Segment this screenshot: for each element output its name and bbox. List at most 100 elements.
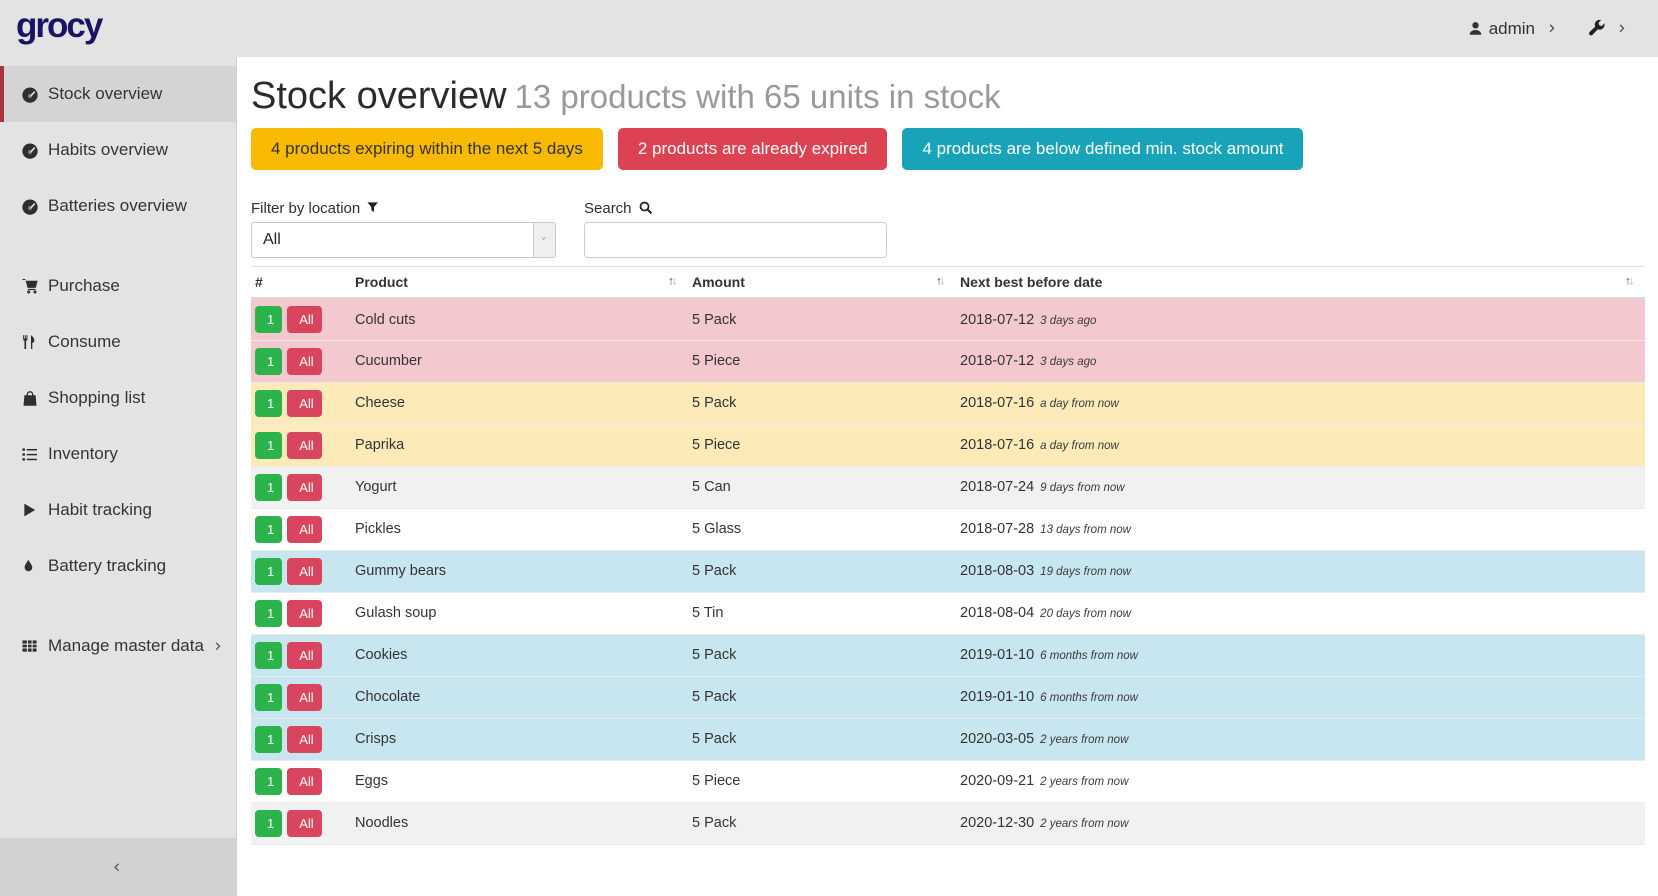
consume-one-button[interactable]: 1 xyxy=(255,641,283,669)
consume-one-button[interactable]: 1 xyxy=(255,347,283,375)
main-content: Stock overview 13 products with 65 units … xyxy=(237,57,1658,896)
best-before-cell: 2020-09-21 2 years from now xyxy=(956,760,1645,803)
row-actions-cell: 1 All xyxy=(251,424,351,467)
sort-icon xyxy=(937,275,948,289)
status-badge-2[interactable]: 4 products are below defined min. stock … xyxy=(902,128,1304,171)
status-badge-1[interactable]: 2 products are already expired xyxy=(617,128,888,171)
column-header-amount[interactable]: Amount xyxy=(688,266,956,300)
page-subtitle: 13 products with 65 units in stock xyxy=(514,78,1001,115)
table-row: 1 All Cookies 5 Pack 2019-01-10 6 months … xyxy=(251,634,1645,677)
amount-cell: 5 Piece xyxy=(688,340,956,383)
consume-all-button[interactable]: All xyxy=(287,431,322,459)
amount-cell: 5 Pack xyxy=(688,298,956,341)
sidebar-collapse-button[interactable] xyxy=(0,838,236,896)
topbar-menu: admin xyxy=(1468,19,1632,39)
best-before-cell: 2020-03-05 2 years from now xyxy=(956,718,1645,761)
consume-all-button[interactable]: All xyxy=(287,473,322,501)
filter-icon xyxy=(367,202,380,215)
chevron-right-icon xyxy=(215,640,224,653)
product-name-cell: Yogurt xyxy=(351,466,688,509)
sidebar-item-purchase[interactable]: Purchase xyxy=(0,258,236,314)
consume-all-button[interactable]: All xyxy=(287,389,322,417)
consume-one-button[interactable]: 1 xyxy=(255,306,283,334)
chevron-down-icon xyxy=(533,223,555,258)
row-actions-cell: 1 All xyxy=(251,340,351,383)
sidebar-item-stock-overview[interactable]: Stock overview xyxy=(0,66,236,122)
bag-icon xyxy=(20,390,39,407)
consume-one-button[interactable]: 1 xyxy=(255,557,283,585)
consume-all-button[interactable]: All xyxy=(287,767,322,795)
product-name-cell: Cold cuts xyxy=(351,298,688,341)
product-name-cell: Gulash soup xyxy=(351,592,688,635)
user-name: admin xyxy=(1488,18,1535,38)
product-name-cell: Chocolate xyxy=(351,676,688,719)
sidebar-item-shopping-list[interactable]: Shopping list xyxy=(0,370,236,426)
table-row: 1 All Noodles 5 Pack 2020-12-30 2 years f… xyxy=(251,802,1645,845)
consume-all-button[interactable]: All xyxy=(287,809,322,837)
sidebar-item-habits-overview[interactable]: Habits overview xyxy=(0,122,236,178)
best-before-cell: 2018-07-16 a day from now xyxy=(956,382,1645,425)
consume-all-button[interactable]: All xyxy=(287,641,322,669)
table-row: 1 All Paprika 5 Piece 2018-07-16 a day fr… xyxy=(251,424,1645,467)
sidebar-item-battery-tracking[interactable]: Battery tracking xyxy=(0,538,236,594)
product-name-cell: Cheese xyxy=(351,382,688,425)
table-row: 1 All Gulash soup 5 Tin 2018-08-04 20 day… xyxy=(251,592,1645,635)
status-badges: 4 products expiring within the next 5 da… xyxy=(251,128,1645,171)
consume-all-button[interactable]: All xyxy=(287,599,322,627)
row-actions-cell: 1 All xyxy=(251,802,351,845)
settings-menu-chevron-icon[interactable] xyxy=(1619,22,1628,35)
search-label: Search xyxy=(584,198,887,218)
status-badge-0[interactable]: 4 products expiring within the next 5 da… xyxy=(251,128,603,171)
page-title-text: Stock overview xyxy=(251,75,507,117)
amount-cell: 5 Pack xyxy=(688,382,956,425)
table-row: 1 All Cold cuts 5 Pack 2018-07-12 3 days … xyxy=(251,298,1645,341)
play-icon xyxy=(20,502,39,518)
column-header-product[interactable]: Product xyxy=(351,266,688,300)
column-header-number[interactable]: # xyxy=(251,266,351,300)
user-menu[interactable]: admin xyxy=(1468,19,1535,39)
consume-all-button[interactable]: All xyxy=(287,725,322,753)
consume-all-button[interactable]: All xyxy=(287,515,322,543)
consume-all-button[interactable]: All xyxy=(287,347,322,375)
consume-one-button[interactable]: 1 xyxy=(255,683,283,711)
consume-all-button[interactable]: All xyxy=(287,683,322,711)
row-actions-cell: 1 All xyxy=(251,592,351,635)
app-logo[interactable]: grocy xyxy=(16,6,103,45)
location-select[interactable]: All xyxy=(251,222,556,259)
consume-one-button[interactable]: 1 xyxy=(255,809,283,837)
best-before-cell: 2020-12-30 2 years from now xyxy=(956,802,1645,845)
consume-all-button[interactable]: All xyxy=(287,557,322,585)
consume-all-button[interactable]: All xyxy=(287,306,322,334)
search-input[interactable] xyxy=(584,222,887,259)
sidebar-item-manage-master-data[interactable]: Manage master data xyxy=(0,618,236,674)
table-row: 1 All Eggs 5 Piece 2020-09-21 2 years fro… xyxy=(251,760,1645,803)
consume-one-button[interactable]: 1 xyxy=(255,431,283,459)
consume-one-button[interactable]: 1 xyxy=(255,767,283,795)
row-actions-cell: 1 All xyxy=(251,508,351,551)
sidebar-item-batteries-overview[interactable]: Batteries overview xyxy=(0,178,236,234)
consume-one-button[interactable]: 1 xyxy=(255,515,283,543)
sidebar-item-consume[interactable]: Consume xyxy=(0,314,236,370)
sidebar-item-habit-tracking[interactable]: Habit tracking xyxy=(0,482,236,538)
amount-cell: 5 Glass xyxy=(688,508,956,551)
user-icon xyxy=(1468,21,1483,36)
user-menu-chevron-icon[interactable] xyxy=(1549,22,1558,35)
column-header-date[interactable]: Next best before date xyxy=(956,266,1645,300)
sidebar-item-inventory[interactable]: Inventory xyxy=(0,426,236,482)
consume-one-button[interactable]: 1 xyxy=(255,473,283,501)
cart-icon xyxy=(20,278,39,294)
settings-wrench-icon[interactable] xyxy=(1588,20,1605,37)
product-name-cell: Paprika xyxy=(351,424,688,467)
product-name-cell: Crisps xyxy=(351,718,688,761)
tachometer-icon xyxy=(20,142,39,159)
amount-cell: 5 Piece xyxy=(688,760,956,803)
sidebar-item-label: Purchase xyxy=(48,276,120,295)
amount-cell: 5 Pack xyxy=(688,802,956,845)
product-name-cell: Eggs xyxy=(351,760,688,803)
filter-section: Filter by location All Search xyxy=(251,198,1645,259)
consume-one-button[interactable]: 1 xyxy=(255,599,283,627)
consume-one-button[interactable]: 1 xyxy=(255,725,283,753)
row-actions-cell: 1 All xyxy=(251,760,351,803)
utensils-icon xyxy=(20,334,39,350)
consume-one-button[interactable]: 1 xyxy=(255,389,283,417)
